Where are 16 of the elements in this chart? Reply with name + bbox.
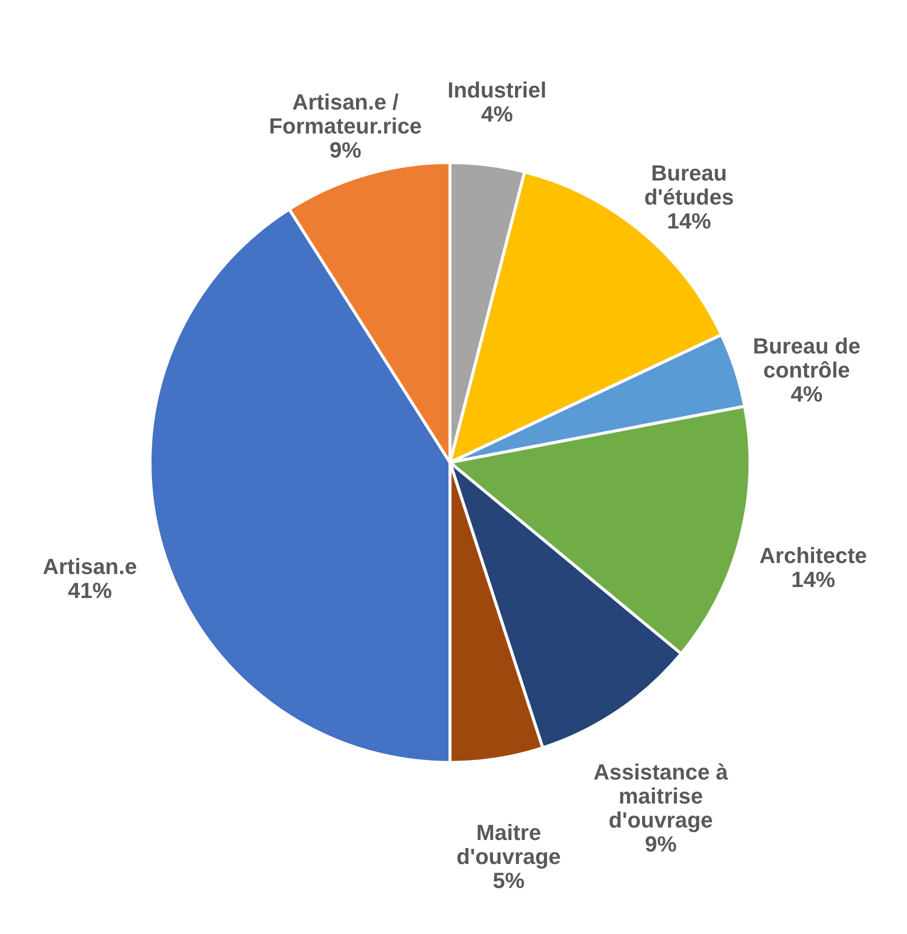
data-label: 41% (68, 578, 112, 604)
slice-label: Bureau d'études (644, 160, 734, 210)
data-label: 14% (667, 208, 712, 234)
slice-label: Architecte (759, 542, 868, 568)
slice-label: Artisan.e / Formateur.rice (268, 89, 422, 138)
data-label: 4% (790, 382, 823, 407)
slice-label: Artisan.e (42, 554, 137, 580)
slice-label: Industriel (447, 77, 547, 102)
data-label: 5% (492, 868, 525, 893)
data-label: 9% (644, 832, 677, 857)
slice-label: Bureau de contrôle (752, 334, 860, 383)
data-label: 9% (329, 137, 362, 162)
slice-label: Assistance à maitrise d'ouvrage (594, 760, 729, 833)
data-label: 14% (791, 566, 836, 592)
slice-label: Maitre d'ouvrage (456, 820, 561, 869)
data-label: 4% (481, 101, 513, 126)
